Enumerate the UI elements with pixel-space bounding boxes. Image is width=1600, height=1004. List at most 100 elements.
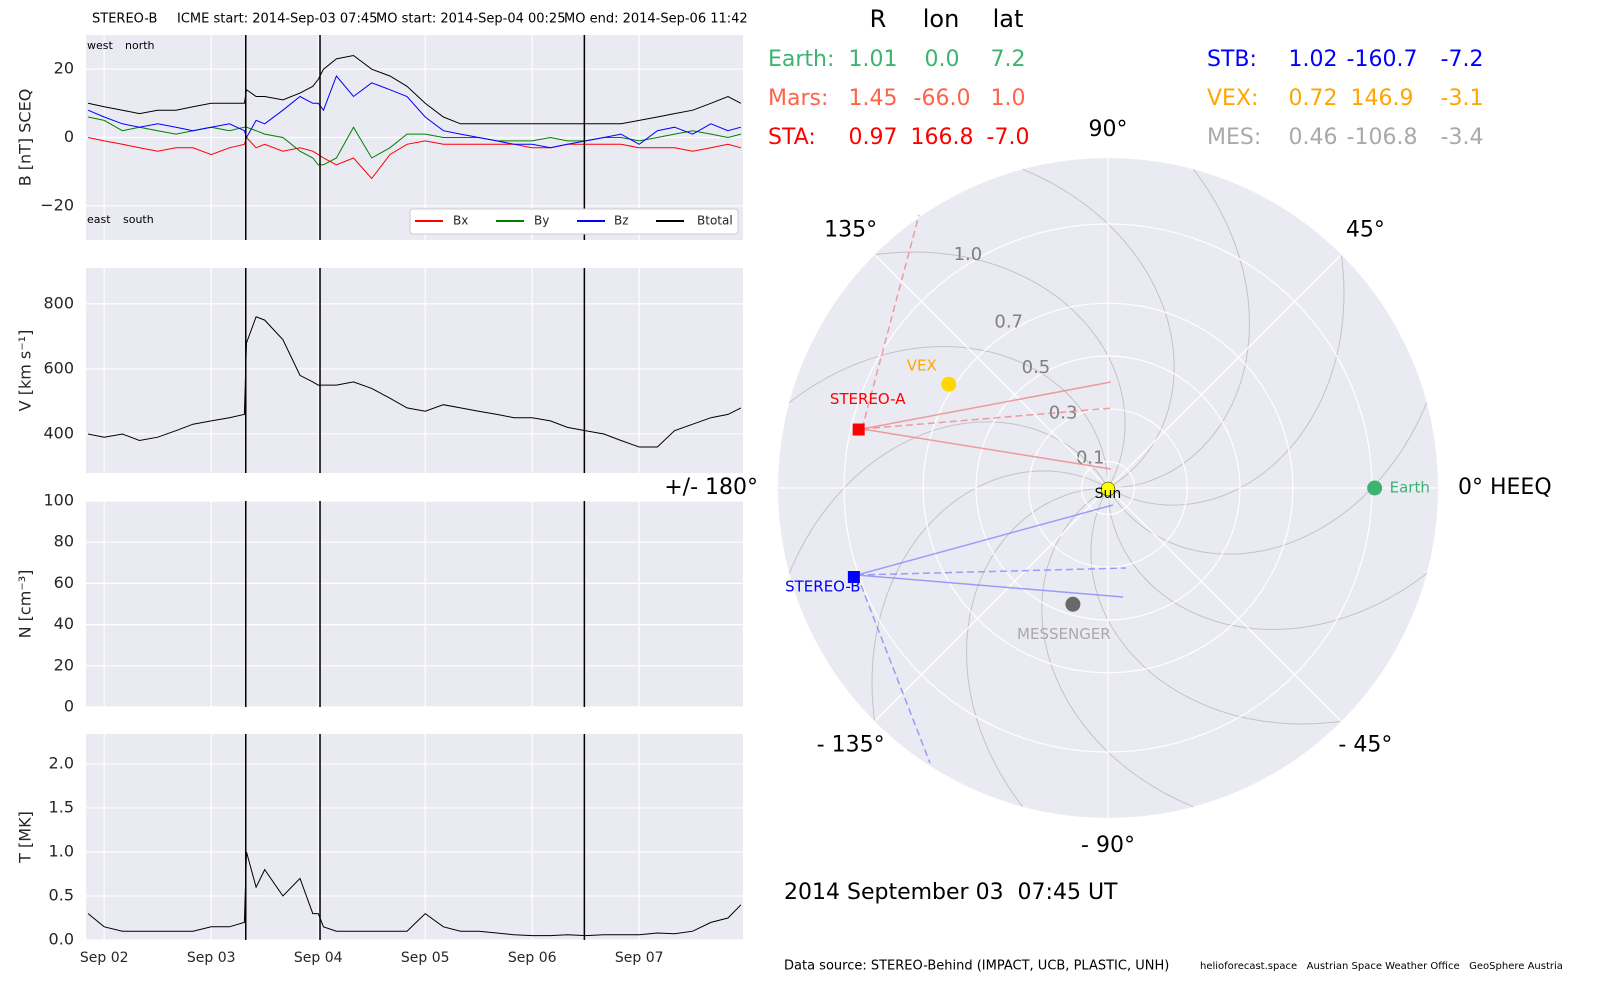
body-label: STEREO-B [785, 578, 860, 596]
body-label: MESSENGER [1017, 625, 1111, 643]
legend-label: By [534, 214, 549, 228]
body-lon: 146.9 [1351, 86, 1414, 111]
event-label: MO start: 2014-Sep-04 00:25 [376, 12, 565, 27]
theta-grid-line [1107, 487, 1342, 722]
series-line [88, 316, 742, 448]
x-tick-label: Sep 03 [187, 950, 236, 966]
body-label: VEX [907, 357, 937, 375]
parker-spiral [1107, 487, 1428, 630]
y-tick-label: 0 [64, 127, 74, 146]
y-tick-label: 80 [54, 532, 74, 551]
theta-tick-label: 0° HEEQ [1458, 475, 1552, 500]
body-r: 0.72 [1289, 86, 1338, 111]
body-lon: 0.0 [925, 47, 960, 72]
x-tick-label: Sep 06 [508, 950, 557, 966]
body-name: Mars: [768, 86, 828, 111]
y-tick-label: 1.5 [49, 797, 74, 816]
theta-tick-label: 90° [1089, 117, 1128, 142]
body-lon: -66.0 [914, 86, 971, 111]
parker-spiral [874, 251, 1126, 489]
y-axis-label: N [cm⁻³] [16, 570, 35, 639]
annotation: north [125, 39, 155, 52]
panel-title: STEREO-B [92, 12, 157, 27]
body-marker [941, 376, 957, 392]
parker-spiral [1107, 402, 1428, 555]
plot-area [86, 268, 743, 473]
body-lat: 1.0 [991, 86, 1026, 111]
body-r: 1.01 [849, 47, 898, 72]
parker-spiral [1107, 168, 1250, 489]
body-marker [1065, 596, 1081, 612]
body-marker [847, 571, 860, 584]
connection-line [861, 428, 1112, 470]
body-name: Earth: [768, 47, 834, 72]
date-title: 2014 September 03 07:45 UT [784, 880, 1118, 905]
data-source: Data source: STEREO-Behind (IMPACT, UCB,… [784, 959, 1169, 974]
parker-spiral [871, 470, 1109, 722]
content: −20 0 20 B [nT] SCEQ 400 600 800 V [km s⁻¹] 0 20 4… [16, 5, 1552, 966]
theta-grid-line [874, 254, 1109, 489]
annotation: west [87, 39, 113, 52]
x-tick-label: Sep 02 [80, 950, 129, 966]
body-lon: -160.7 [1347, 47, 1418, 72]
body-name: MES: [1207, 125, 1261, 150]
parker-spiral [1022, 168, 1175, 489]
body-marker [1367, 480, 1383, 496]
body-r: 0.46 [1289, 125, 1338, 150]
series-line [87, 136, 742, 180]
theta-grid-line [1107, 254, 1342, 489]
parker-spiral [1107, 254, 1345, 506]
x-tick-label: Sep 07 [615, 950, 664, 966]
connection-line [861, 381, 1112, 430]
plot-area [86, 501, 743, 707]
body-label: STEREO-A [830, 390, 906, 408]
y-tick-label: 0.0 [49, 930, 74, 949]
series-line [87, 851, 742, 937]
r-tick-label: 1.0 [954, 244, 983, 265]
connection-line [856, 574, 1124, 598]
sun-marker [1100, 481, 1116, 497]
y-tick-label: 20 [54, 59, 74, 78]
annotation: south [123, 213, 154, 226]
event-label: MO end: 2014-Sep-06 11:42 [564, 12, 748, 27]
x-tick-label: Sep 04 [294, 950, 343, 966]
theta-tick-label: - 135° [817, 732, 885, 757]
body-lon: -106.8 [1347, 125, 1418, 150]
body-lat: -3.1 [1441, 86, 1484, 111]
body-marker [852, 423, 865, 436]
event-label: ICME start: 2014-Sep-03 07:45 [177, 12, 377, 27]
body-name: STB: [1207, 47, 1257, 72]
parker-spiral [1041, 487, 1194, 808]
parker-spiral [788, 346, 1109, 489]
y-axis-label: T [MK] [16, 811, 35, 864]
series-line [87, 75, 742, 149]
y-tick-label: 1.0 [49, 841, 74, 860]
body-r: 1.45 [849, 86, 898, 111]
parker-spiral [1090, 487, 1342, 725]
y-axis-label: V [km s⁻¹] [16, 330, 35, 412]
r-tick-label: 0.5 [1022, 357, 1051, 378]
theta-tick-label: 135° [824, 218, 877, 243]
connection-line [856, 567, 1127, 576]
y-tick-label: 20 [54, 655, 74, 674]
theta-tick-label: +/- 180° [664, 475, 758, 500]
legend-label: Bx [453, 214, 468, 228]
y-tick-label: 800 [43, 293, 74, 312]
plot-area [86, 734, 743, 940]
r-tick-label: 0.7 [994, 312, 1023, 333]
x-tick-label: Sep 05 [401, 950, 450, 966]
theta-tick-label: - 45° [1338, 732, 1392, 757]
body-r: 1.02 [1289, 47, 1338, 72]
y-tick-label: 40 [54, 614, 74, 633]
body-lat: -3.4 [1441, 125, 1484, 150]
legend-box [409, 208, 739, 235]
body-lat: 7.2 [991, 47, 1026, 72]
connection-line [856, 504, 1114, 576]
parker-spiral [966, 487, 1109, 808]
stb-lines [856, 504, 1127, 764]
y-tick-label: −20 [40, 195, 74, 214]
connection-line [861, 214, 920, 430]
y-tick-label: 0.5 [49, 885, 74, 904]
